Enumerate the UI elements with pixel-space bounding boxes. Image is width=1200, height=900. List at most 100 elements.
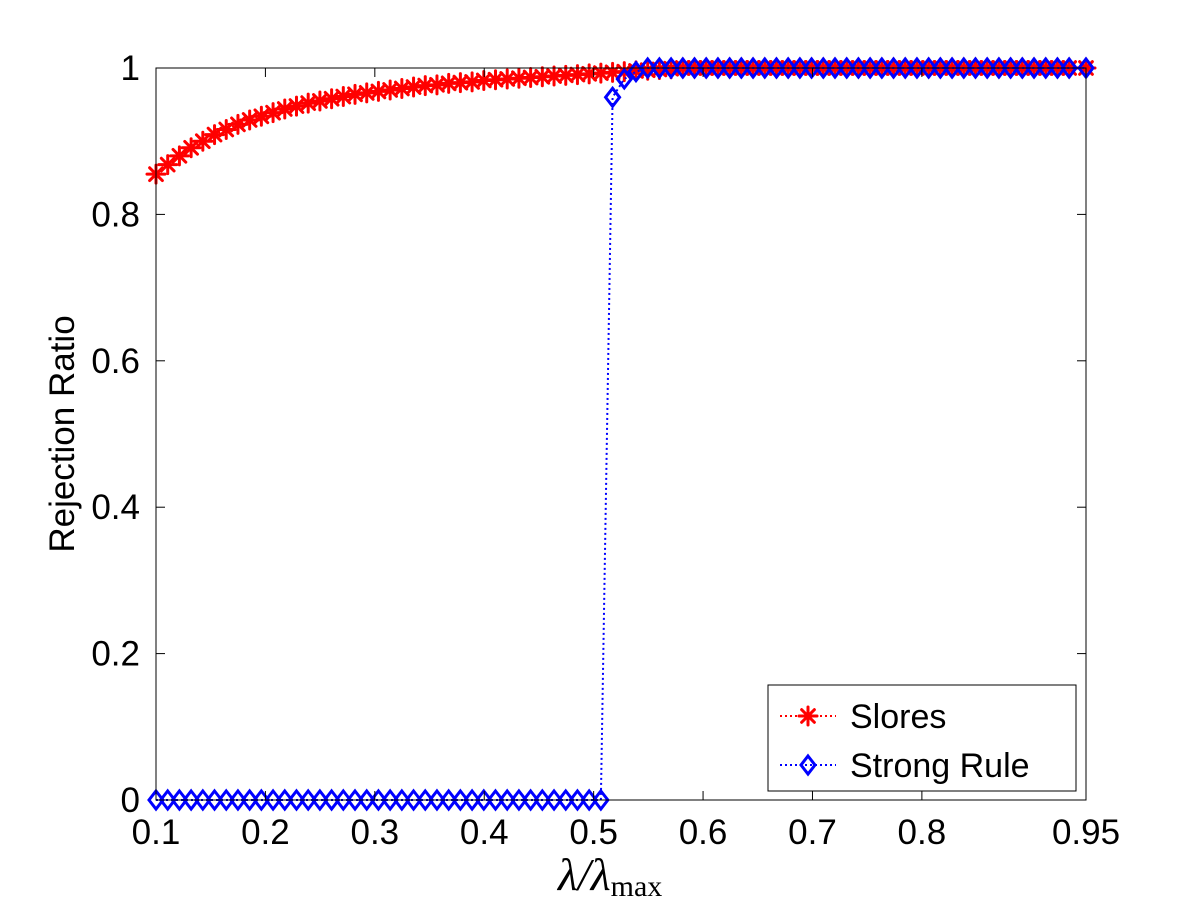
strong-rule-point bbox=[919, 56, 938, 80]
asterisk-stroke bbox=[312, 93, 328, 109]
strong-rule-point bbox=[474, 788, 493, 812]
asterisk-stroke bbox=[800, 708, 816, 724]
strong-rule-point bbox=[229, 788, 247, 812]
strong-rule-point bbox=[545, 788, 563, 812]
x-tick-label: 0.8 bbox=[898, 813, 947, 852]
strong-rule-point bbox=[1048, 56, 1067, 80]
strong-rule-point bbox=[615, 67, 634, 91]
asterisk-stroke bbox=[183, 139, 199, 156]
y-tick-label: 0 bbox=[121, 781, 140, 820]
slores-point bbox=[485, 69, 507, 91]
strong-rule-point bbox=[685, 56, 704, 80]
strong-rule-point bbox=[896, 56, 915, 80]
strong-rule-point bbox=[814, 56, 833, 80]
strong-rule-point bbox=[990, 56, 1008, 80]
strong-rule-point bbox=[357, 788, 376, 812]
strong-rule-point bbox=[767, 56, 786, 80]
x-tick-label: 0.3 bbox=[350, 813, 399, 852]
strong-rule-point bbox=[931, 56, 950, 80]
strong-rule-point bbox=[603, 85, 622, 109]
x-axis-label-sub: max bbox=[611, 870, 663, 900]
strong-rule-point bbox=[662, 56, 681, 80]
asterisk-stroke bbox=[159, 156, 176, 173]
strong-rule-point bbox=[884, 56, 903, 80]
legend-box bbox=[767, 684, 1077, 792]
strong-rule-point bbox=[510, 788, 528, 812]
asterisk-stroke bbox=[382, 82, 399, 98]
asterisk-stroke bbox=[499, 71, 516, 87]
strong-rule-point bbox=[779, 56, 798, 80]
strong-rule-point bbox=[240, 788, 259, 812]
plot-background bbox=[156, 68, 1086, 800]
strong-rule-point bbox=[954, 56, 973, 80]
x-tick-label: 0.6 bbox=[679, 813, 728, 852]
legend-marker-strong-rule bbox=[799, 753, 817, 777]
asterisk-stroke bbox=[405, 79, 422, 95]
strong-rule-point bbox=[908, 56, 926, 80]
strong-rule-point bbox=[978, 56, 997, 80]
strong-rule-point bbox=[428, 788, 446, 812]
asterisk-stroke bbox=[464, 74, 480, 90]
strong-rule-point bbox=[381, 788, 400, 812]
strong-rule-point bbox=[861, 56, 880, 80]
strong-rule-point bbox=[521, 788, 540, 812]
asterisk-stroke bbox=[534, 68, 551, 85]
asterisk-stroke bbox=[522, 69, 539, 86]
strong-rule-point bbox=[744, 56, 762, 80]
strong-rule-point bbox=[826, 56, 844, 80]
y-axis-label: Rejection Ratio bbox=[43, 315, 82, 552]
strong-rule-point bbox=[252, 788, 271, 812]
strong-rule-point bbox=[275, 788, 294, 812]
strong-rule-point bbox=[416, 788, 435, 812]
x-tick-label: 0.95 bbox=[1052, 813, 1120, 852]
strong-rule-point bbox=[1036, 56, 1055, 80]
asterisk-stroke bbox=[393, 80, 410, 97]
x-axis-label-main: λ/λ bbox=[556, 849, 611, 900]
strong-rule-point bbox=[720, 56, 739, 80]
asterisk-stroke bbox=[370, 83, 387, 100]
strong-rule-point bbox=[872, 56, 891, 80]
asterisk-stroke bbox=[452, 74, 469, 91]
strong-rule-point bbox=[650, 56, 669, 80]
strong-rule-point bbox=[182, 788, 201, 812]
asterisk-stroke bbox=[347, 86, 363, 103]
strong-rule-point bbox=[638, 56, 657, 80]
x-axis-label: λ/λmax bbox=[556, 849, 662, 900]
axis-ticks: 0.1 0.2 0.3 0.4 0.5 0.6 0.7 0.8 0.95 0 0.2 0.4 0.6 0.… bbox=[91, 49, 1120, 852]
strong-rule-point bbox=[943, 56, 961, 80]
strong-rule-point bbox=[322, 788, 341, 812]
legend-label-slores: Slores bbox=[850, 698, 946, 736]
asterisk-stroke bbox=[429, 76, 445, 93]
strong-rule-point bbox=[673, 56, 692, 80]
strong-rule-point bbox=[451, 788, 470, 812]
strong-rule-point bbox=[591, 788, 610, 812]
slores-point bbox=[426, 74, 448, 96]
asterisk-stroke bbox=[171, 147, 188, 164]
strong-rule-point bbox=[802, 56, 821, 80]
asterisk-stroke bbox=[194, 133, 211, 150]
strong-rule-point bbox=[217, 788, 236, 812]
strong-rule-point bbox=[299, 788, 318, 812]
legend-marker-slores bbox=[797, 705, 819, 727]
strong-rule-point bbox=[369, 788, 388, 812]
strong-rule-point bbox=[170, 788, 189, 812]
asterisk-stroke bbox=[417, 77, 434, 94]
x-tick-label: 0.5 bbox=[569, 813, 618, 852]
x-tick-label: 0.2 bbox=[241, 813, 290, 852]
asterisk-stroke bbox=[475, 72, 492, 89]
strong-rule-point bbox=[439, 788, 458, 812]
strong-rule-point bbox=[849, 56, 868, 80]
y-tick-label: 0.6 bbox=[91, 342, 140, 381]
x-tick-label: 0.4 bbox=[460, 813, 509, 852]
legend-items: Slores Strong Rule bbox=[780, 698, 1030, 785]
strong-rule-point bbox=[1013, 56, 1032, 80]
strong-rule-point bbox=[287, 788, 306, 812]
slores-point bbox=[157, 154, 179, 176]
y-tick-label: 0.8 bbox=[91, 195, 140, 234]
asterisk-stroke bbox=[300, 95, 317, 111]
y-tick-label: 0.4 bbox=[91, 488, 140, 527]
strong-rule-point bbox=[790, 56, 809, 80]
strong-rule-point bbox=[556, 788, 575, 812]
strong-rule-point bbox=[709, 56, 727, 80]
strong-rule-point bbox=[533, 788, 552, 812]
